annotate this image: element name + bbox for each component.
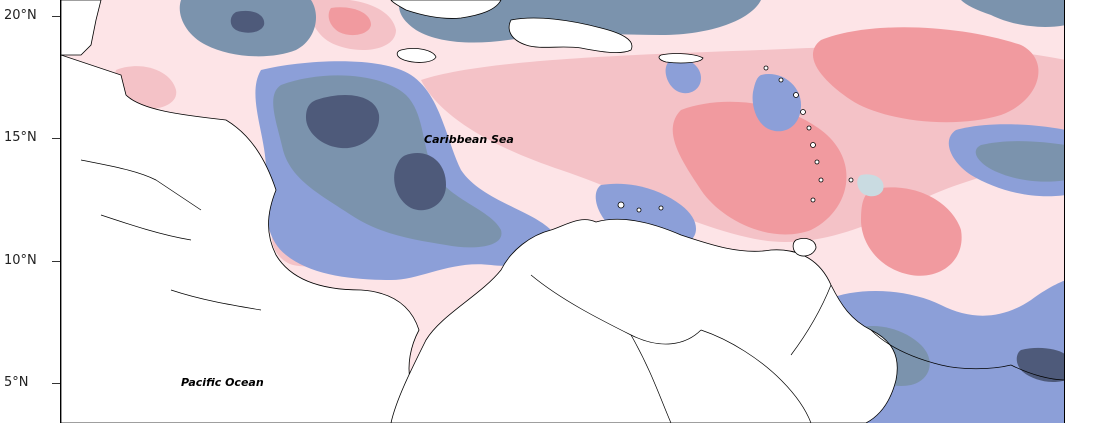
island: [848, 177, 854, 183]
pacific-ocean-label: Pacific Ocean: [181, 376, 264, 389]
right-margin: [1065, 0, 1100, 423]
caribbean-sea-label: Caribbean Sea: [424, 133, 514, 146]
island: [636, 207, 642, 213]
negative-anomaly-field: [179, 0, 1064, 423]
island: [778, 77, 784, 83]
cuba: [390, 0, 502, 19]
island: [818, 177, 824, 183]
island: [617, 201, 625, 209]
positive-anomaly-field: [61, 0, 1064, 375]
trinidad: [792, 238, 817, 257]
country-borders: [80, 159, 1064, 423]
puerto-rico: [658, 53, 704, 64]
latitude-axis: 20°N 15°N 10°N 5°N: [0, 0, 60, 423]
lesser-antilles: [617, 65, 854, 213]
lat-tick-5n: [52, 383, 60, 384]
lat-tick-15n: [52, 138, 60, 139]
lat-tick-20n: [52, 16, 60, 17]
lat-label-15n: 15°N: [4, 130, 37, 145]
land-masses: [61, 0, 898, 423]
lat-tick-10n: [52, 261, 60, 262]
island: [810, 197, 816, 203]
island: [814, 159, 820, 165]
island: [800, 109, 806, 115]
jamaica: [396, 48, 437, 63]
lat-label-10n: 10°N: [4, 253, 37, 268]
island: [806, 125, 812, 131]
island: [810, 142, 816, 148]
hispaniola: [508, 17, 633, 54]
lat-label-5n: 5°N: [4, 375, 29, 390]
yucatan: [61, 0, 102, 56]
anomaly-map: [61, 0, 1064, 423]
island: [658, 205, 664, 211]
lat-label-20n: 20°N: [4, 8, 37, 23]
island: [793, 92, 799, 98]
island: [763, 65, 769, 71]
map-panel[interactable]: Caribbean Sea Pacific Ocean: [60, 0, 1065, 423]
